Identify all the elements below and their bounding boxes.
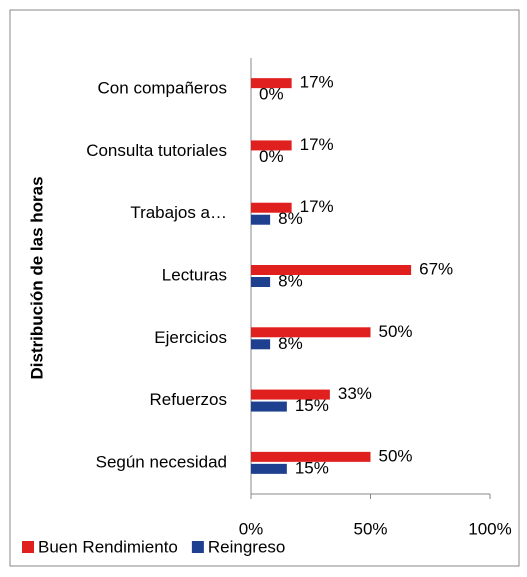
y-tick-label: Ejercicios [154, 328, 227, 347]
bar [251, 401, 287, 412]
y-tick-label: Según necesidad [96, 452, 227, 471]
legend-swatch [22, 541, 34, 553]
value-label: 8% [278, 334, 303, 353]
bar [251, 451, 371, 462]
value-label: 0% [259, 147, 284, 166]
value-label: 17% [300, 73, 334, 92]
value-label: 8% [278, 271, 303, 290]
y-axis-label: Distribución de las horas [27, 176, 46, 379]
legend-swatch [191, 541, 204, 553]
bar [251, 463, 287, 474]
legend-label: Reingreso [208, 537, 286, 556]
bar [251, 277, 271, 287]
bar [251, 265, 412, 275]
value-label: 17% [300, 135, 334, 154]
bar [251, 339, 271, 350]
y-tick-label: Con compañeros [98, 79, 227, 98]
x-tick-label: 50% [353, 519, 387, 538]
value-label: 15% [295, 458, 329, 477]
value-label: 17% [300, 197, 334, 216]
y-tick-label: Consulta tutoriales [86, 141, 227, 160]
value-label: 50% [379, 322, 413, 341]
x-tick-label: 100% [468, 519, 511, 538]
bar [251, 202, 292, 213]
bar [251, 140, 292, 151]
bar [251, 389, 330, 400]
y-tick-label: Lecturas [162, 265, 227, 284]
value-label: 67% [419, 259, 453, 278]
y-tick-label: Refuerzos [150, 390, 227, 409]
value-label: 15% [295, 396, 329, 415]
bar [251, 78, 292, 89]
y-tick-label: Trabajos a… [130, 203, 227, 222]
bar [251, 214, 271, 225]
value-label: 50% [379, 446, 413, 465]
bar [251, 327, 371, 338]
x-tick-label: 0% [239, 519, 264, 538]
value-label: 33% [338, 384, 372, 403]
value-label: 8% [278, 209, 303, 228]
legend-label: Buen Rendimiento [38, 537, 178, 556]
value-label: 0% [259, 85, 284, 104]
